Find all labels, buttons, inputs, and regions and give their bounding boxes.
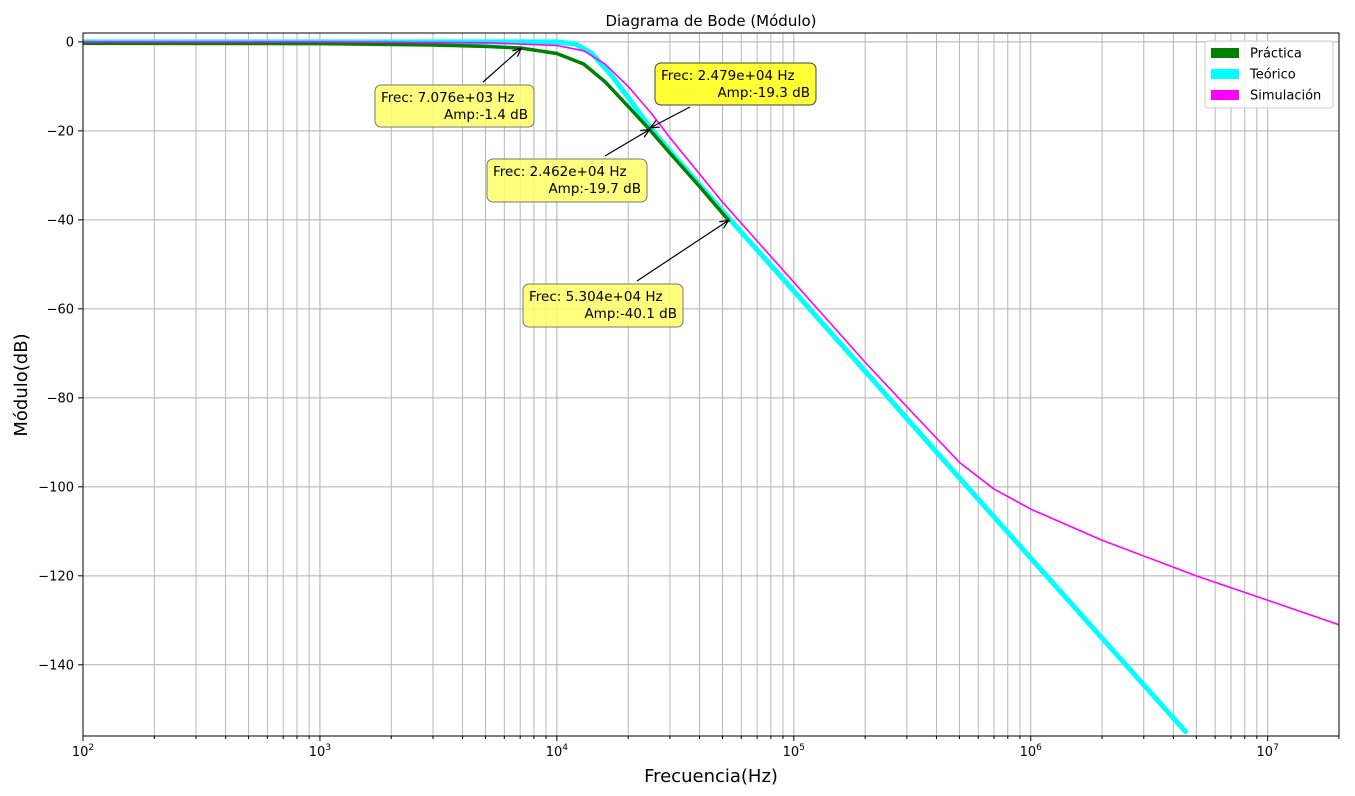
x-tick-label: 105 <box>783 743 805 760</box>
annotation-arrow <box>604 130 650 157</box>
annotation-box <box>374 84 535 128</box>
axis-ticks: 102 103 104 105 106 107 0 −20 −40 −60 −80 −100 −120 −… <box>38 35 1340 760</box>
annotation-arrow <box>636 220 729 282</box>
annotation-amplitude: Amp:-1.4 dB <box>444 107 528 123</box>
plot-frame <box>82 32 1340 737</box>
annotation-frequency: Frec: 7.076e+03 Hz <box>381 90 515 106</box>
y-tick-label: −140 <box>38 658 74 673</box>
legend-label: Práctica <box>1250 47 1302 62</box>
annotation-amplitude: Amp:-19.7 dB <box>548 181 641 197</box>
y-tick-label: −60 <box>47 302 74 317</box>
annotation-box <box>522 283 684 328</box>
legend-swatch <box>1211 48 1239 58</box>
x-axis-label: Frecuencia(Hz) <box>644 766 778 787</box>
series-line-simulacion <box>83 41 1339 626</box>
legend-swatch <box>1211 69 1239 79</box>
y-tick-label: −20 <box>47 124 74 139</box>
x-tick-label: 104 <box>546 743 569 760</box>
y-tick-label: −80 <box>47 391 74 406</box>
y-tick-label: −100 <box>38 480 74 495</box>
annotation-amplitude: Amp:-40.1 dB <box>584 306 677 322</box>
y-tick-label: −120 <box>38 569 74 584</box>
x-tick-label: 106 <box>1020 743 1043 760</box>
x-tick-label: 107 <box>1257 743 1279 760</box>
legend-swatch <box>1211 90 1239 100</box>
annotation-arrow <box>650 106 691 128</box>
legend: Práctica Teórico Simulación <box>1204 40 1334 109</box>
y-axis-label: Módulo(dB) <box>11 333 32 436</box>
annotation-box <box>654 62 817 106</box>
chart-title: Diagrama de Bode (Módulo) <box>605 12 816 30</box>
x-tick-label: 103 <box>309 743 331 760</box>
annotation-arrow <box>482 48 521 83</box>
y-tick-label: −40 <box>47 213 74 228</box>
annotation-frequency: Frec: 5.304e+04 Hz <box>529 289 663 305</box>
annotation-amplitude: Amp:-19.3 dB <box>717 85 810 101</box>
legend-label: Simulación <box>1250 89 1321 104</box>
y-tick-label: 0 <box>66 35 74 50</box>
annotation-frequency: Frec: 2.479e+04 Hz <box>661 68 795 84</box>
annotation-box <box>486 158 648 203</box>
grid <box>82 33 1340 736</box>
series-line-practica <box>83 41 731 223</box>
annotation-frequency: Frec: 2.462e+04 Hz <box>493 164 627 180</box>
legend-label: Teórico <box>1249 68 1296 83</box>
x-tick-label: 102 <box>72 743 94 760</box>
